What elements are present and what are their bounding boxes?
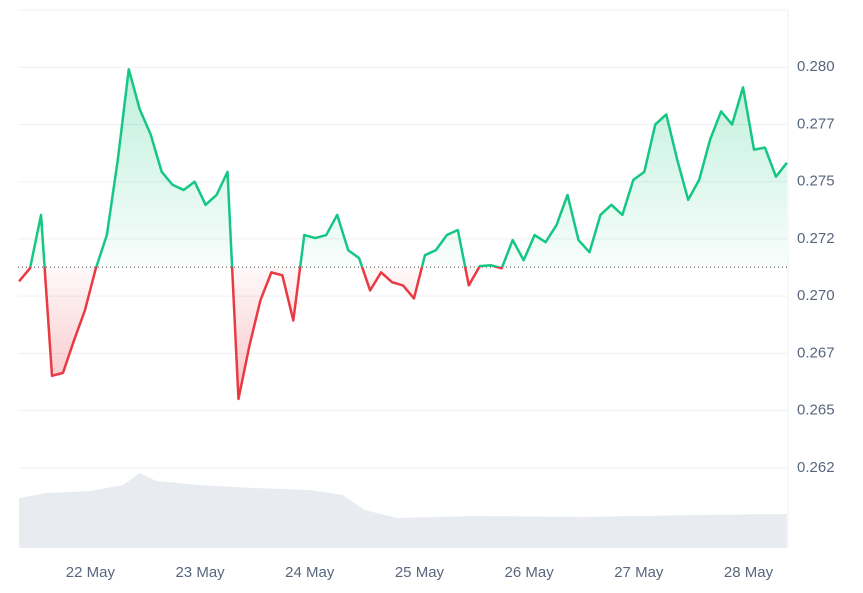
y-tick-label: 0.275 — [797, 173, 835, 190]
x-tick-label: 23 May — [175, 564, 225, 581]
price-area — [19, 69, 787, 399]
y-tick-label: 0.277 — [797, 115, 835, 132]
x-tick-label: 27 May — [614, 564, 664, 581]
volume-area — [19, 473, 787, 548]
y-tick-label: 0.265 — [797, 402, 835, 419]
x-tick-label: 25 May — [395, 564, 445, 581]
y-tick-label: 0.262 — [797, 459, 835, 476]
x-tick-label: 24 May — [285, 564, 335, 581]
x-tick-label: 26 May — [505, 564, 555, 581]
y-tick-label: 0.267 — [797, 344, 835, 361]
y-tick-label: 0.270 — [797, 287, 835, 304]
x-tick-label: 28 May — [724, 564, 774, 581]
y-tick-label: 0.280 — [797, 58, 835, 75]
x-tick-label: 22 May — [66, 564, 116, 581]
price-line — [18, 68, 788, 401]
y-tick-label: 0.272 — [797, 230, 835, 247]
